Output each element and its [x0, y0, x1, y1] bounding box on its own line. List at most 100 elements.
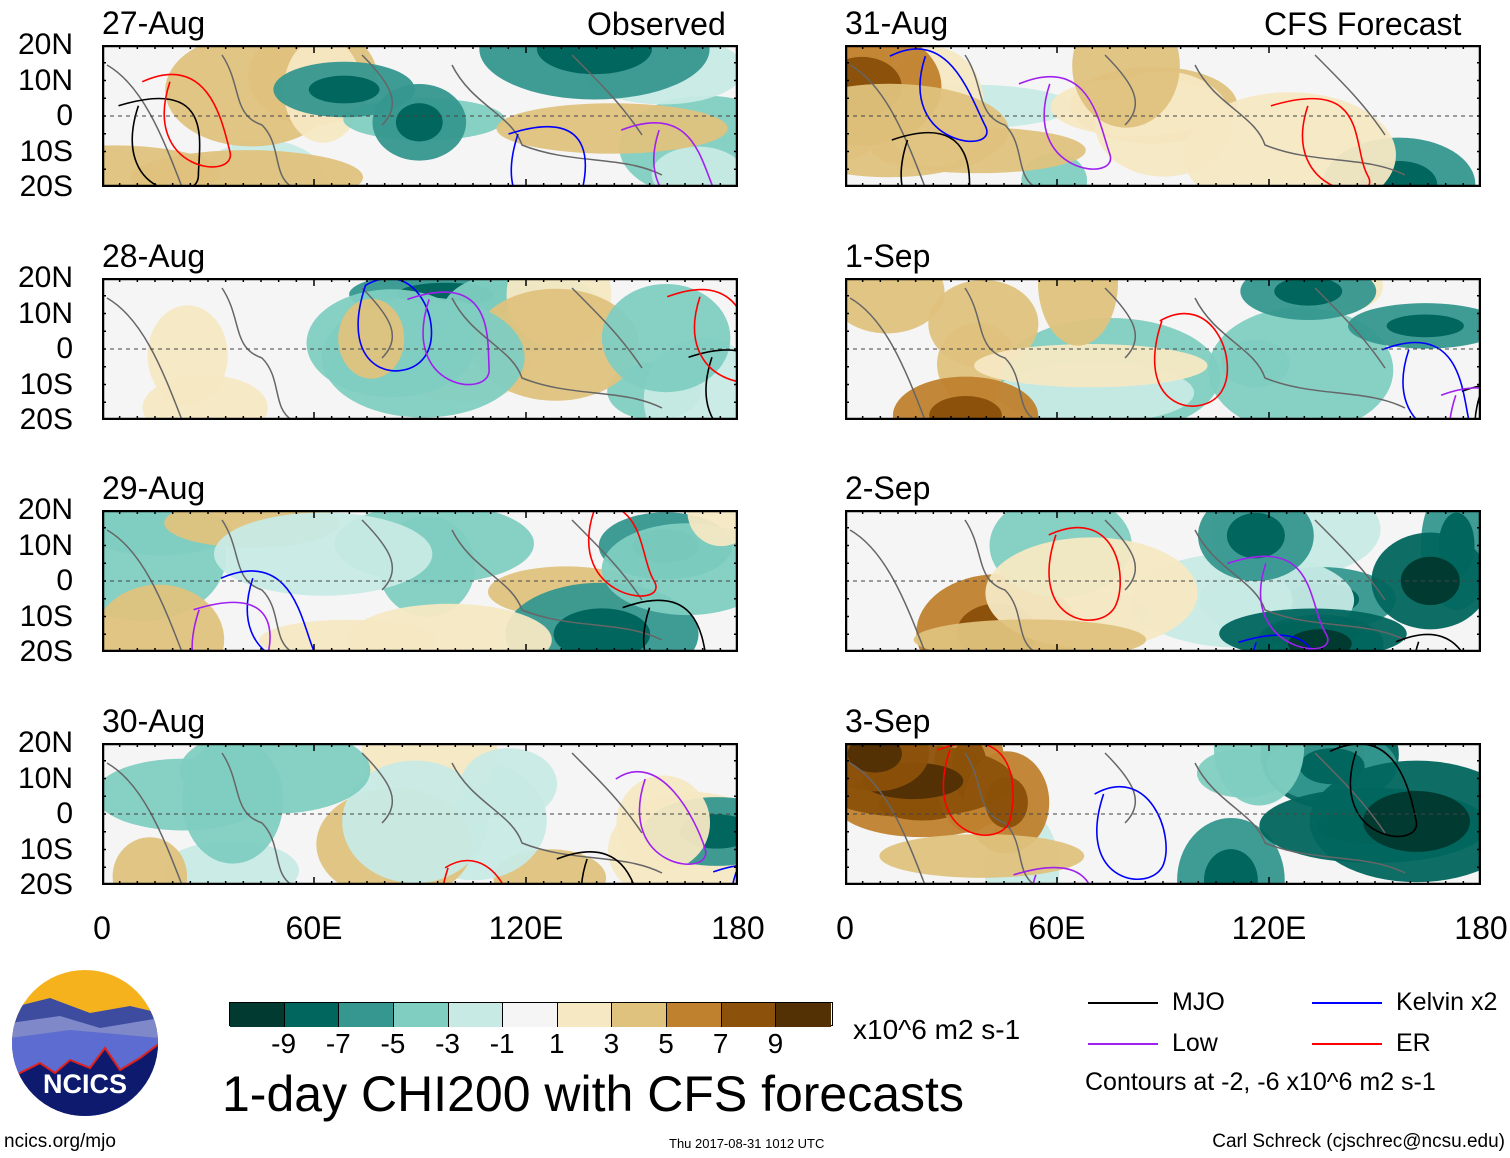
- colorbar-swatch: [230, 1003, 285, 1027]
- anomaly-region: [1072, 45, 1180, 128]
- anomaly-core: [929, 396, 1002, 420]
- lat-tick-label: 10S: [19, 599, 73, 633]
- anomaly-region: [342, 760, 488, 884]
- anomaly-region: [879, 834, 1085, 878]
- map-panel: [102, 510, 738, 652]
- anomaly-region: [601, 283, 731, 393]
- anomaly-region: [928, 279, 1039, 368]
- colorbar-swatch: [284, 1003, 340, 1027]
- coastline: [106, 54, 663, 187]
- anomaly-region: [142, 375, 268, 420]
- colorbar-label: -5: [380, 1028, 406, 1059]
- panel-frame: [845, 45, 1481, 187]
- contour-line: [1238, 634, 1314, 652]
- contour-line: [357, 278, 433, 372]
- lon-tick-label: 180: [1454, 910, 1508, 946]
- lat-tick-label: 10S: [19, 134, 73, 168]
- colorbar-swatch: [612, 1003, 668, 1027]
- map-panel: [102, 743, 738, 885]
- lat-tick-label: 20N: [17, 28, 73, 61]
- panel-frame: [102, 510, 738, 652]
- lon-tick-label: 0: [93, 910, 111, 946]
- coastline: [106, 519, 663, 652]
- contour-line: [1227, 555, 1329, 650]
- anomaly-core: [847, 743, 902, 773]
- contour-line: [666, 288, 738, 383]
- lat-tick-label: 10N: [17, 528, 73, 562]
- colorbar-label: -3: [435, 1028, 460, 1059]
- map-panel: [102, 45, 738, 187]
- coastline: [849, 54, 1406, 187]
- contour-line: [891, 132, 971, 187]
- lat-tick-label: 0: [56, 332, 73, 365]
- lat-tick-label: 20S: [19, 868, 73, 901]
- lat-tick-label: 10N: [17, 296, 73, 330]
- contour-line: [889, 48, 988, 143]
- legend-label: Low: [1172, 1029, 1218, 1057]
- lat-tick-label: 10N: [17, 63, 73, 97]
- units-label: x10^6 m2 s-1: [853, 1014, 1021, 1045]
- anomaly-core: [308, 75, 380, 104]
- colorbar-label: -1: [489, 1028, 515, 1059]
- anomaly-region: [460, 748, 558, 820]
- anomaly-core: [1226, 512, 1285, 559]
- lat-tick-label: 10N: [17, 761, 73, 795]
- anomaly-region: [496, 103, 728, 154]
- logo-text: NCICS: [43, 1069, 127, 1099]
- contour-line: [508, 126, 587, 187]
- colorbar-swatch: [393, 1003, 449, 1027]
- contour-line: [407, 291, 490, 386]
- contour-line: [937, 743, 1014, 836]
- panel-date: 27-Aug: [102, 5, 206, 41]
- ncics-logo: NCICS: [10, 968, 160, 1123]
- contour-line: [622, 599, 707, 652]
- contour-line: [556, 851, 635, 885]
- contour-line: [118, 97, 201, 187]
- lon-tick-label: 120E: [1231, 910, 1307, 946]
- lat-tick-label: 10S: [19, 832, 73, 866]
- panel-frame: [102, 743, 738, 885]
- colorbar-label: 9: [767, 1028, 784, 1059]
- anomaly-core: [1204, 849, 1258, 885]
- map-panel: [845, 510, 1481, 652]
- colorbar-swatch: [503, 1003, 558, 1027]
- anomaly-core: [395, 103, 443, 142]
- map-panel: [845, 45, 1481, 187]
- author-credit: Carl Schreck (cjschrec@ncsu.edu): [1212, 1131, 1505, 1152]
- contour-line: [141, 73, 231, 168]
- coastline: [849, 287, 1406, 420]
- lon-tick-label: 120E: [488, 910, 564, 946]
- colorbar-label: 5: [658, 1028, 674, 1059]
- lat-tick-label: 20S: [19, 170, 73, 203]
- coastline: [106, 287, 663, 420]
- anomaly-region: [1208, 307, 1394, 420]
- anomaly-region: [179, 743, 371, 814]
- colorbar-swatch: [448, 1003, 504, 1027]
- contour-line: [1329, 743, 1418, 838]
- contour-line: [615, 770, 707, 865]
- coastline: [849, 519, 1406, 652]
- legend-label: MJO: [1172, 988, 1225, 1016]
- contour-line: [1270, 97, 1371, 187]
- contour-line: [1013, 866, 1091, 885]
- panel-date: 30-Aug: [102, 703, 206, 739]
- anomaly-core: [536, 45, 653, 75]
- contour-line: [1048, 526, 1122, 621]
- lon-tick-label: 60E: [1028, 910, 1086, 946]
- contour-line: [1094, 785, 1167, 881]
- map-panel: [845, 278, 1481, 420]
- anomaly-region: [974, 344, 1208, 388]
- lat-tick-label: 0: [56, 797, 73, 830]
- contour-line: [220, 570, 315, 652]
- map-panel: [102, 278, 738, 420]
- legend-line: [1088, 1002, 1158, 1004]
- lat-tick-label: 20S: [19, 403, 73, 436]
- timestamp: Thu 2017-08-31 1012 UTC: [669, 1136, 825, 1151]
- panel-date: 3-Sep: [845, 703, 931, 739]
- legend-line: [1312, 1043, 1382, 1045]
- panel-frame: [845, 278, 1481, 420]
- panel-date: 31-Aug: [845, 5, 949, 41]
- lat-tick-label: 10S: [19, 367, 73, 401]
- colorbar-label: -7: [325, 1028, 351, 1059]
- anomaly-region: [687, 510, 738, 547]
